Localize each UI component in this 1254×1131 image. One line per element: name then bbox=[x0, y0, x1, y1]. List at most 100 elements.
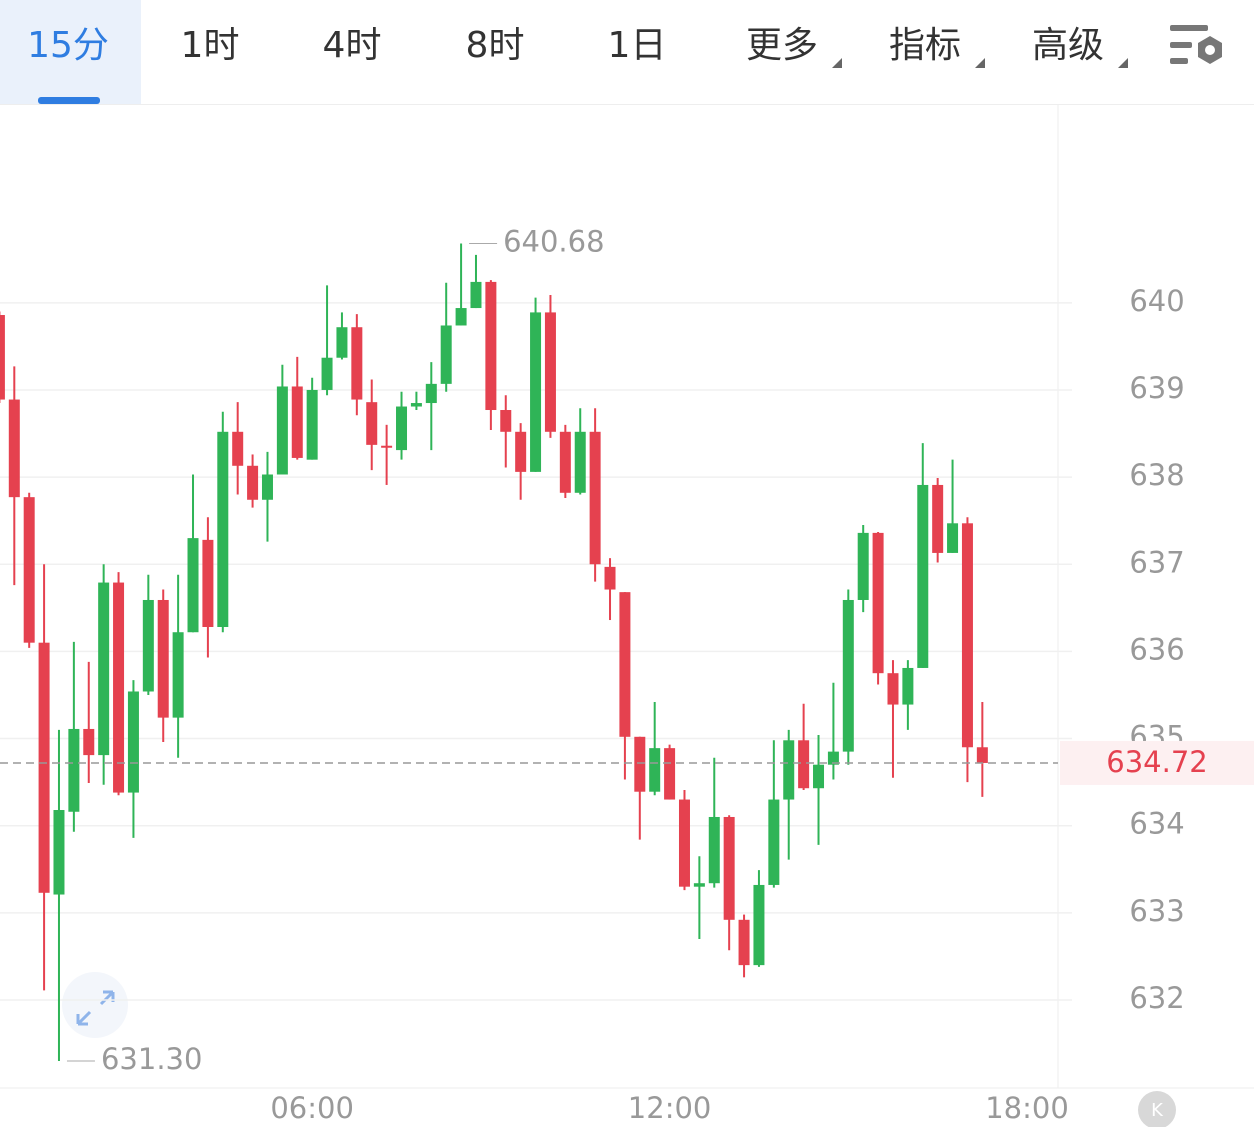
tab[interactable]: 1时 bbox=[181, 25, 240, 66]
candle-body bbox=[23, 497, 35, 643]
candle-body bbox=[589, 431, 601, 565]
candle-body bbox=[693, 883, 705, 887]
y-tick-label: 636 bbox=[1129, 632, 1184, 666]
tab[interactable]: 4时 bbox=[323, 25, 382, 66]
candle-body bbox=[381, 445, 393, 448]
candle-body bbox=[887, 673, 899, 705]
candle-body bbox=[68, 728, 80, 812]
y-tick-label: 640 bbox=[1129, 284, 1184, 318]
candle-body bbox=[366, 402, 378, 445]
tab[interactable]: 指标 bbox=[889, 25, 961, 66]
candle-body bbox=[768, 799, 780, 885]
candle-body bbox=[544, 312, 556, 432]
candle-body bbox=[798, 740, 810, 789]
y-tick-label: 638 bbox=[1129, 458, 1184, 492]
candle-body bbox=[38, 642, 50, 893]
candle-body bbox=[83, 728, 95, 756]
candle-body bbox=[813, 764, 825, 789]
candle-body bbox=[321, 357, 333, 390]
tab[interactable]: 更多 bbox=[746, 25, 818, 66]
annotation-label: 640.68 bbox=[503, 225, 604, 259]
y-tick-label: 632 bbox=[1129, 981, 1184, 1015]
toolbar-divider bbox=[0, 104, 1254, 105]
candle-body bbox=[664, 748, 676, 800]
candle-body bbox=[113, 582, 125, 793]
last-price-bg bbox=[1060, 740, 1254, 785]
candle-body bbox=[202, 539, 214, 628]
candle-body bbox=[247, 465, 259, 500]
candle-body bbox=[530, 312, 542, 472]
candle-body bbox=[336, 327, 348, 358]
candle-body bbox=[440, 325, 452, 384]
expand-icon[interactable] bbox=[62, 972, 128, 1038]
candle-body bbox=[574, 431, 586, 493]
active-tab-indicator bbox=[38, 97, 100, 104]
candle-body bbox=[8, 399, 20, 498]
tab[interactable]: 15分 bbox=[27, 25, 109, 66]
candle-body bbox=[485, 281, 497, 411]
y-tick-label: 634 bbox=[1129, 807, 1184, 841]
y-tick-label: 639 bbox=[1129, 371, 1184, 405]
candle-body bbox=[306, 389, 318, 460]
candle-body bbox=[902, 667, 914, 705]
tab[interactable]: 高级 bbox=[1032, 25, 1104, 66]
plot bbox=[0, 243, 988, 1061]
active-tab-bg bbox=[0, 0, 141, 104]
k-icon[interactable]: K bbox=[1138, 1091, 1176, 1129]
candle-body bbox=[127, 691, 139, 793]
candle-body bbox=[842, 599, 854, 752]
candle-body bbox=[455, 308, 467, 326]
candle-body bbox=[470, 281, 482, 309]
candle-body bbox=[425, 383, 437, 404]
candle-body bbox=[351, 327, 363, 400]
candle-body bbox=[410, 403, 422, 407]
candle-body bbox=[947, 523, 959, 553]
candle-body bbox=[678, 799, 690, 887]
tab[interactable]: 1日 bbox=[608, 25, 667, 66]
candle-body bbox=[276, 386, 288, 475]
candle-body bbox=[0, 315, 5, 400]
candle-body bbox=[261, 474, 273, 500]
candle-body bbox=[217, 431, 229, 628]
candle-body bbox=[232, 431, 244, 466]
tab[interactable]: 8时 bbox=[466, 25, 525, 66]
candle-body bbox=[738, 919, 750, 966]
svg-text:K: K bbox=[1151, 1100, 1164, 1121]
candle-body bbox=[619, 592, 631, 737]
candle-body bbox=[157, 599, 169, 718]
candle-body bbox=[708, 816, 720, 884]
annotation-label: 631.30 bbox=[101, 1042, 202, 1076]
candle-body bbox=[872, 532, 884, 674]
candle-body bbox=[827, 751, 839, 765]
last-price-label: 634.72 bbox=[1106, 745, 1207, 779]
candle-body bbox=[291, 386, 303, 458]
y-tick-label: 637 bbox=[1129, 545, 1184, 579]
candle-body bbox=[172, 632, 184, 718]
candle-body bbox=[753, 884, 765, 966]
candle-body bbox=[961, 523, 973, 748]
x-tick-label: 12:00 bbox=[628, 1091, 712, 1125]
candle-body bbox=[649, 748, 661, 792]
y-tick-label: 633 bbox=[1129, 894, 1184, 928]
dropdown-arrow bbox=[975, 58, 985, 68]
x-tick-label: 18:00 bbox=[985, 1091, 1069, 1125]
candle-body bbox=[723, 816, 735, 920]
settings-icon[interactable] bbox=[1170, 25, 1222, 64]
candle-body bbox=[932, 484, 944, 553]
candle-body bbox=[53, 810, 65, 895]
candle-body bbox=[187, 538, 199, 633]
candle-body bbox=[500, 410, 512, 432]
candle-body bbox=[515, 431, 527, 472]
candle-body bbox=[396, 406, 408, 451]
dropdown-arrow bbox=[1118, 58, 1128, 68]
candle-body bbox=[857, 532, 869, 600]
dropdown-arrow bbox=[832, 58, 842, 68]
candle-body bbox=[559, 431, 571, 493]
candle-body bbox=[142, 599, 154, 692]
x-tick-label: 06:00 bbox=[270, 1091, 354, 1125]
candle-body bbox=[976, 747, 988, 763]
candle-body bbox=[634, 736, 646, 792]
candle-body bbox=[783, 740, 795, 800]
